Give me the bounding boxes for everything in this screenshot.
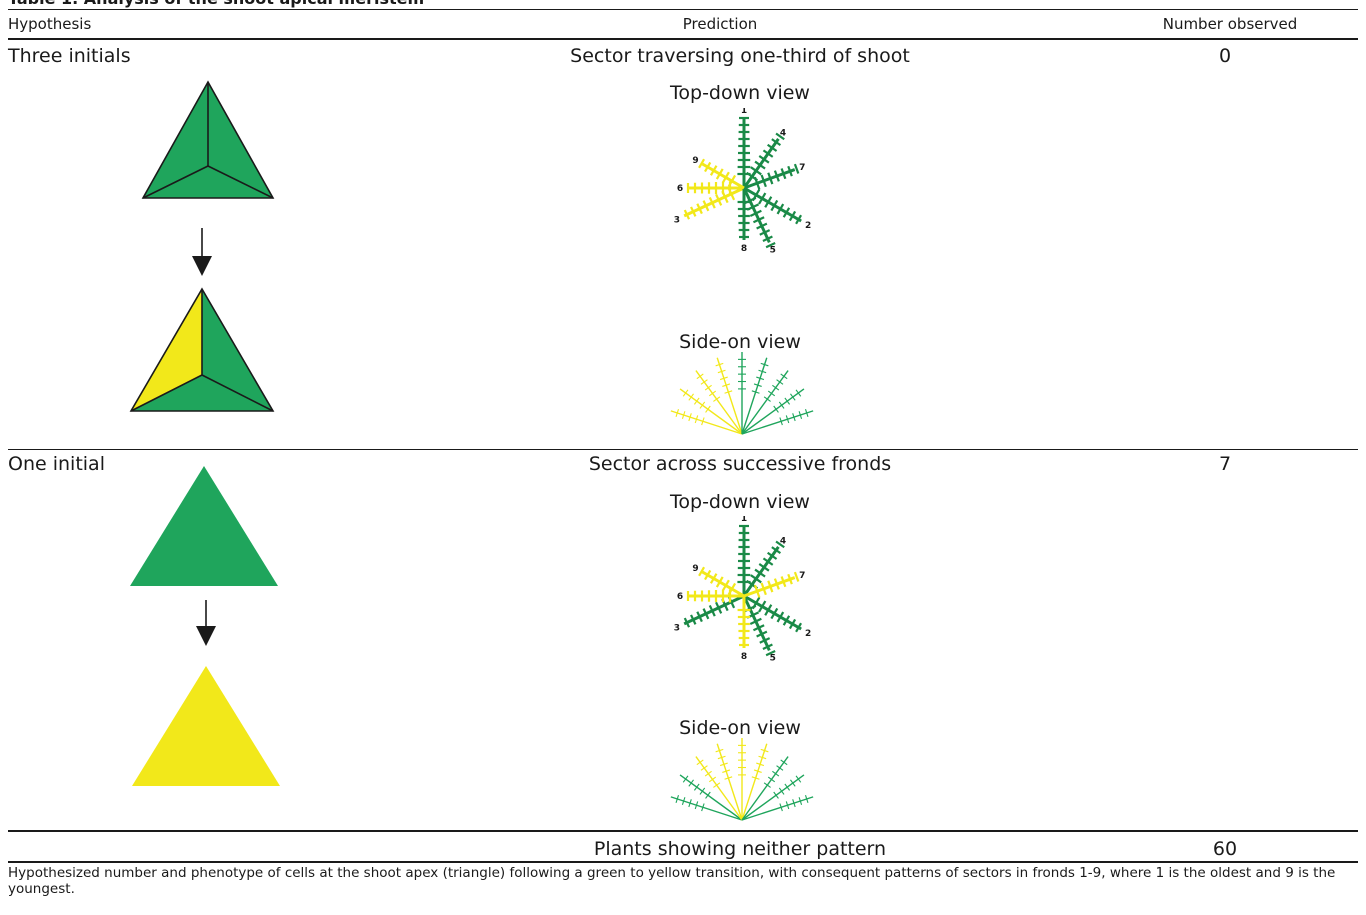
- frond-number-label: 6: [677, 184, 683, 194]
- frond-9: [698, 158, 745, 190]
- frond-number-label: 3: [674, 623, 680, 633]
- frond-number-label: 2: [805, 221, 811, 231]
- column-header-observed: Number observed: [1162, 15, 1298, 33]
- top-rule: [8, 9, 1358, 10]
- frond-number-label: 7: [799, 571, 805, 581]
- side-on-frond-diagram-row2: [670, 738, 814, 821]
- frond-2: [743, 594, 803, 633]
- apex-one-initial-after: [132, 666, 280, 786]
- top-down-frond-diagram-row2: 1 2 3 4 5 6 7 8 9: [674, 516, 811, 664]
- frond-number-label: 9: [692, 564, 698, 574]
- side-frond: [695, 370, 743, 435]
- side-frond: [670, 794, 743, 821]
- hypothesis-three-initials: Three initials: [8, 45, 131, 67]
- frond-number-label: 8: [741, 652, 747, 662]
- frond-6: [686, 589, 744, 603]
- frond-number-label: 4: [780, 536, 786, 546]
- side-on-frond-diagram-row1: [670, 352, 814, 435]
- frond-9: [698, 566, 745, 598]
- apex-one-initial-before: [130, 466, 278, 586]
- frond-number-label: 7: [799, 163, 805, 173]
- frond-number-label: 1: [741, 516, 747, 524]
- row-divider: [8, 449, 1358, 450]
- frond-3: [683, 594, 745, 628]
- arrow-down-icon: [192, 228, 212, 276]
- frond-2: [743, 186, 803, 225]
- frond-4: [742, 540, 785, 597]
- apex-three-initials-after: [129, 287, 275, 412]
- frond-1: [737, 116, 751, 188]
- frond-number-label: 3: [674, 215, 680, 225]
- side-frond: [679, 388, 743, 435]
- summary-observed-count: 60: [1212, 838, 1238, 860]
- apex-three-initials-before: [141, 80, 275, 199]
- frond-7: [743, 163, 800, 190]
- side-on-view-label: Side-on view: [679, 717, 801, 739]
- side-frond: [741, 774, 805, 821]
- frond-3: [683, 186, 745, 220]
- observed-count-three-initials: 0: [1218, 45, 1232, 67]
- frond-number-label: 8: [741, 244, 747, 254]
- frond-4: [742, 132, 785, 189]
- summary-rule: [8, 830, 1358, 832]
- top-down-frond-diagram-row1: 1 2 3 4 5 6 7 8 9: [674, 108, 811, 256]
- side-frond: [695, 756, 743, 821]
- frond-number-label: 5: [770, 654, 776, 664]
- summary-prediction: Plants showing neither pattern: [593, 838, 887, 860]
- observed-count-one-initial: 7: [1218, 453, 1232, 475]
- prediction-successive-fronds: Sector across successive fronds: [588, 453, 892, 475]
- arrow-down-icon: [196, 600, 216, 646]
- side-frond: [679, 774, 743, 821]
- header-rule: [8, 38, 1358, 40]
- side-frond: [741, 408, 814, 435]
- side-frond: [741, 357, 769, 435]
- side-frond: [741, 756, 789, 821]
- frond-8: [737, 596, 751, 648]
- side-on-view-label: Side-on view: [679, 331, 801, 353]
- frond-6: [686, 181, 744, 195]
- side-frond: [741, 370, 789, 435]
- frond-number-label: 2: [805, 629, 811, 639]
- frond-number-label: 6: [677, 592, 683, 602]
- prediction-one-third-sector: Sector traversing one-third of shoot: [570, 45, 910, 67]
- column-header-prediction: Prediction: [682, 15, 758, 33]
- side-frond: [738, 352, 746, 434]
- table-title: Table 1. Analysis of the shoot apical me…: [8, 0, 424, 8]
- hypothesis-one-initial: One initial: [8, 453, 105, 475]
- side-frond: [738, 738, 746, 820]
- side-frond: [715, 743, 743, 821]
- side-frond: [715, 357, 743, 435]
- side-frond: [741, 794, 814, 821]
- frond-number-label: 9: [692, 156, 698, 166]
- side-frond: [670, 408, 743, 435]
- frond-7: [743, 571, 800, 598]
- top-down-view-label: Top-down view: [670, 491, 810, 513]
- side-frond: [741, 743, 769, 821]
- frond-8: [737, 188, 751, 240]
- frond-number-label: 1: [741, 108, 747, 116]
- frond-1: [737, 524, 751, 596]
- top-down-view-label: Top-down view: [670, 82, 810, 104]
- column-header-hypothesis: Hypothesis: [8, 15, 92, 33]
- side-frond: [741, 388, 805, 435]
- frond-number-label: 5: [770, 246, 776, 256]
- frond-number-label: 4: [780, 128, 786, 138]
- table-caption: Hypothesized number and phenotype of cel…: [8, 865, 1336, 897]
- bottom-rule: [8, 861, 1358, 863]
